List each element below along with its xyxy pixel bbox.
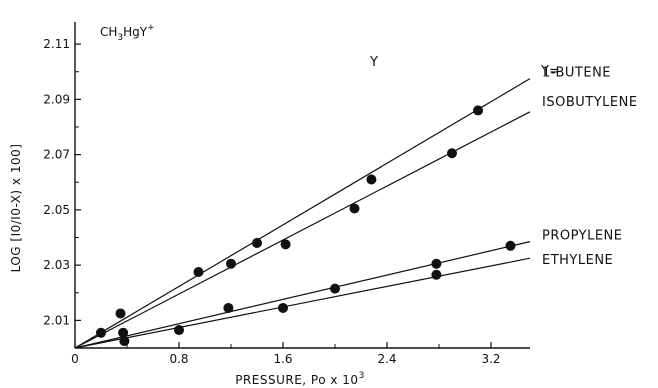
x-tick-label: 0 (71, 352, 79, 366)
data-point-1-butene (252, 238, 262, 249)
data-point-isobutylene (280, 239, 291, 250)
data-point-propylene (118, 327, 129, 338)
corner-label: CH3HgY+ (100, 23, 155, 43)
x-tick-label: 2.4 (377, 352, 396, 366)
series-label-isobutylene: ISOBUTYLENE (542, 95, 638, 110)
data-point-1-butene (366, 174, 377, 185)
series-points (96, 105, 516, 347)
x-tick-label: 0.8 (169, 352, 188, 366)
ticks: 0 0.8 1.6 2.4 3.2 2.01 2.03 2.05 2.07 2.09 2.11 (43, 37, 500, 366)
legend-header: Y= (540, 64, 560, 79)
data-point-propylene (505, 240, 516, 251)
data-point-isobutylene (349, 203, 360, 214)
series-label-1-butene: 1-BUTENE (542, 66, 611, 81)
axes (74, 22, 530, 349)
data-point-ethylene (278, 302, 288, 313)
data-point-isobutylene (447, 148, 457, 159)
series-lines (74, 78, 531, 349)
data-point-1-butene (226, 258, 236, 269)
data-point-1-butene (115, 308, 126, 319)
x-tick-label: 3.2 (481, 352, 500, 366)
y-tick-label: 2.05 (43, 203, 70, 217)
y-tick-label: 2.07 (43, 148, 70, 162)
y-tick-label: 2.11 (43, 37, 70, 51)
series-line-isobutylene (74, 111, 531, 349)
y-tick-label: 2.09 (43, 92, 70, 106)
series-line-ethylene (74, 257, 531, 349)
annotation-y: Y (369, 55, 378, 70)
series-label-propylene: PROPYLENE (542, 229, 623, 244)
series-labels: 1-BUTENE ISOBUTYLENE PROPYLENE ETHYLENE (542, 66, 638, 269)
y-tick-label: 2.03 (43, 258, 70, 272)
data-point-propylene (431, 258, 442, 269)
data-point-ethylene (431, 269, 442, 280)
data-point-ethylene (119, 336, 130, 347)
y-axis-title: LOG [I0/I0-X) x 100] (9, 144, 23, 273)
data-point-1-butene (473, 105, 483, 116)
series-line-propylene (74, 241, 531, 349)
data-point-1-butene (96, 327, 106, 338)
x-tick-label: 1.6 (273, 352, 292, 366)
data-point-ethylene (174, 325, 184, 336)
x-axis-title: PRESSURE, Po x 103 (235, 371, 365, 387)
data-point-1-butene (193, 267, 204, 278)
data-point-propylene (223, 302, 234, 313)
y-tick-label: 2.01 (43, 313, 70, 327)
data-point-propylene (330, 283, 340, 294)
series-label-ethylene: ETHYLENE (542, 253, 613, 268)
series-line-1-butene (74, 78, 531, 349)
